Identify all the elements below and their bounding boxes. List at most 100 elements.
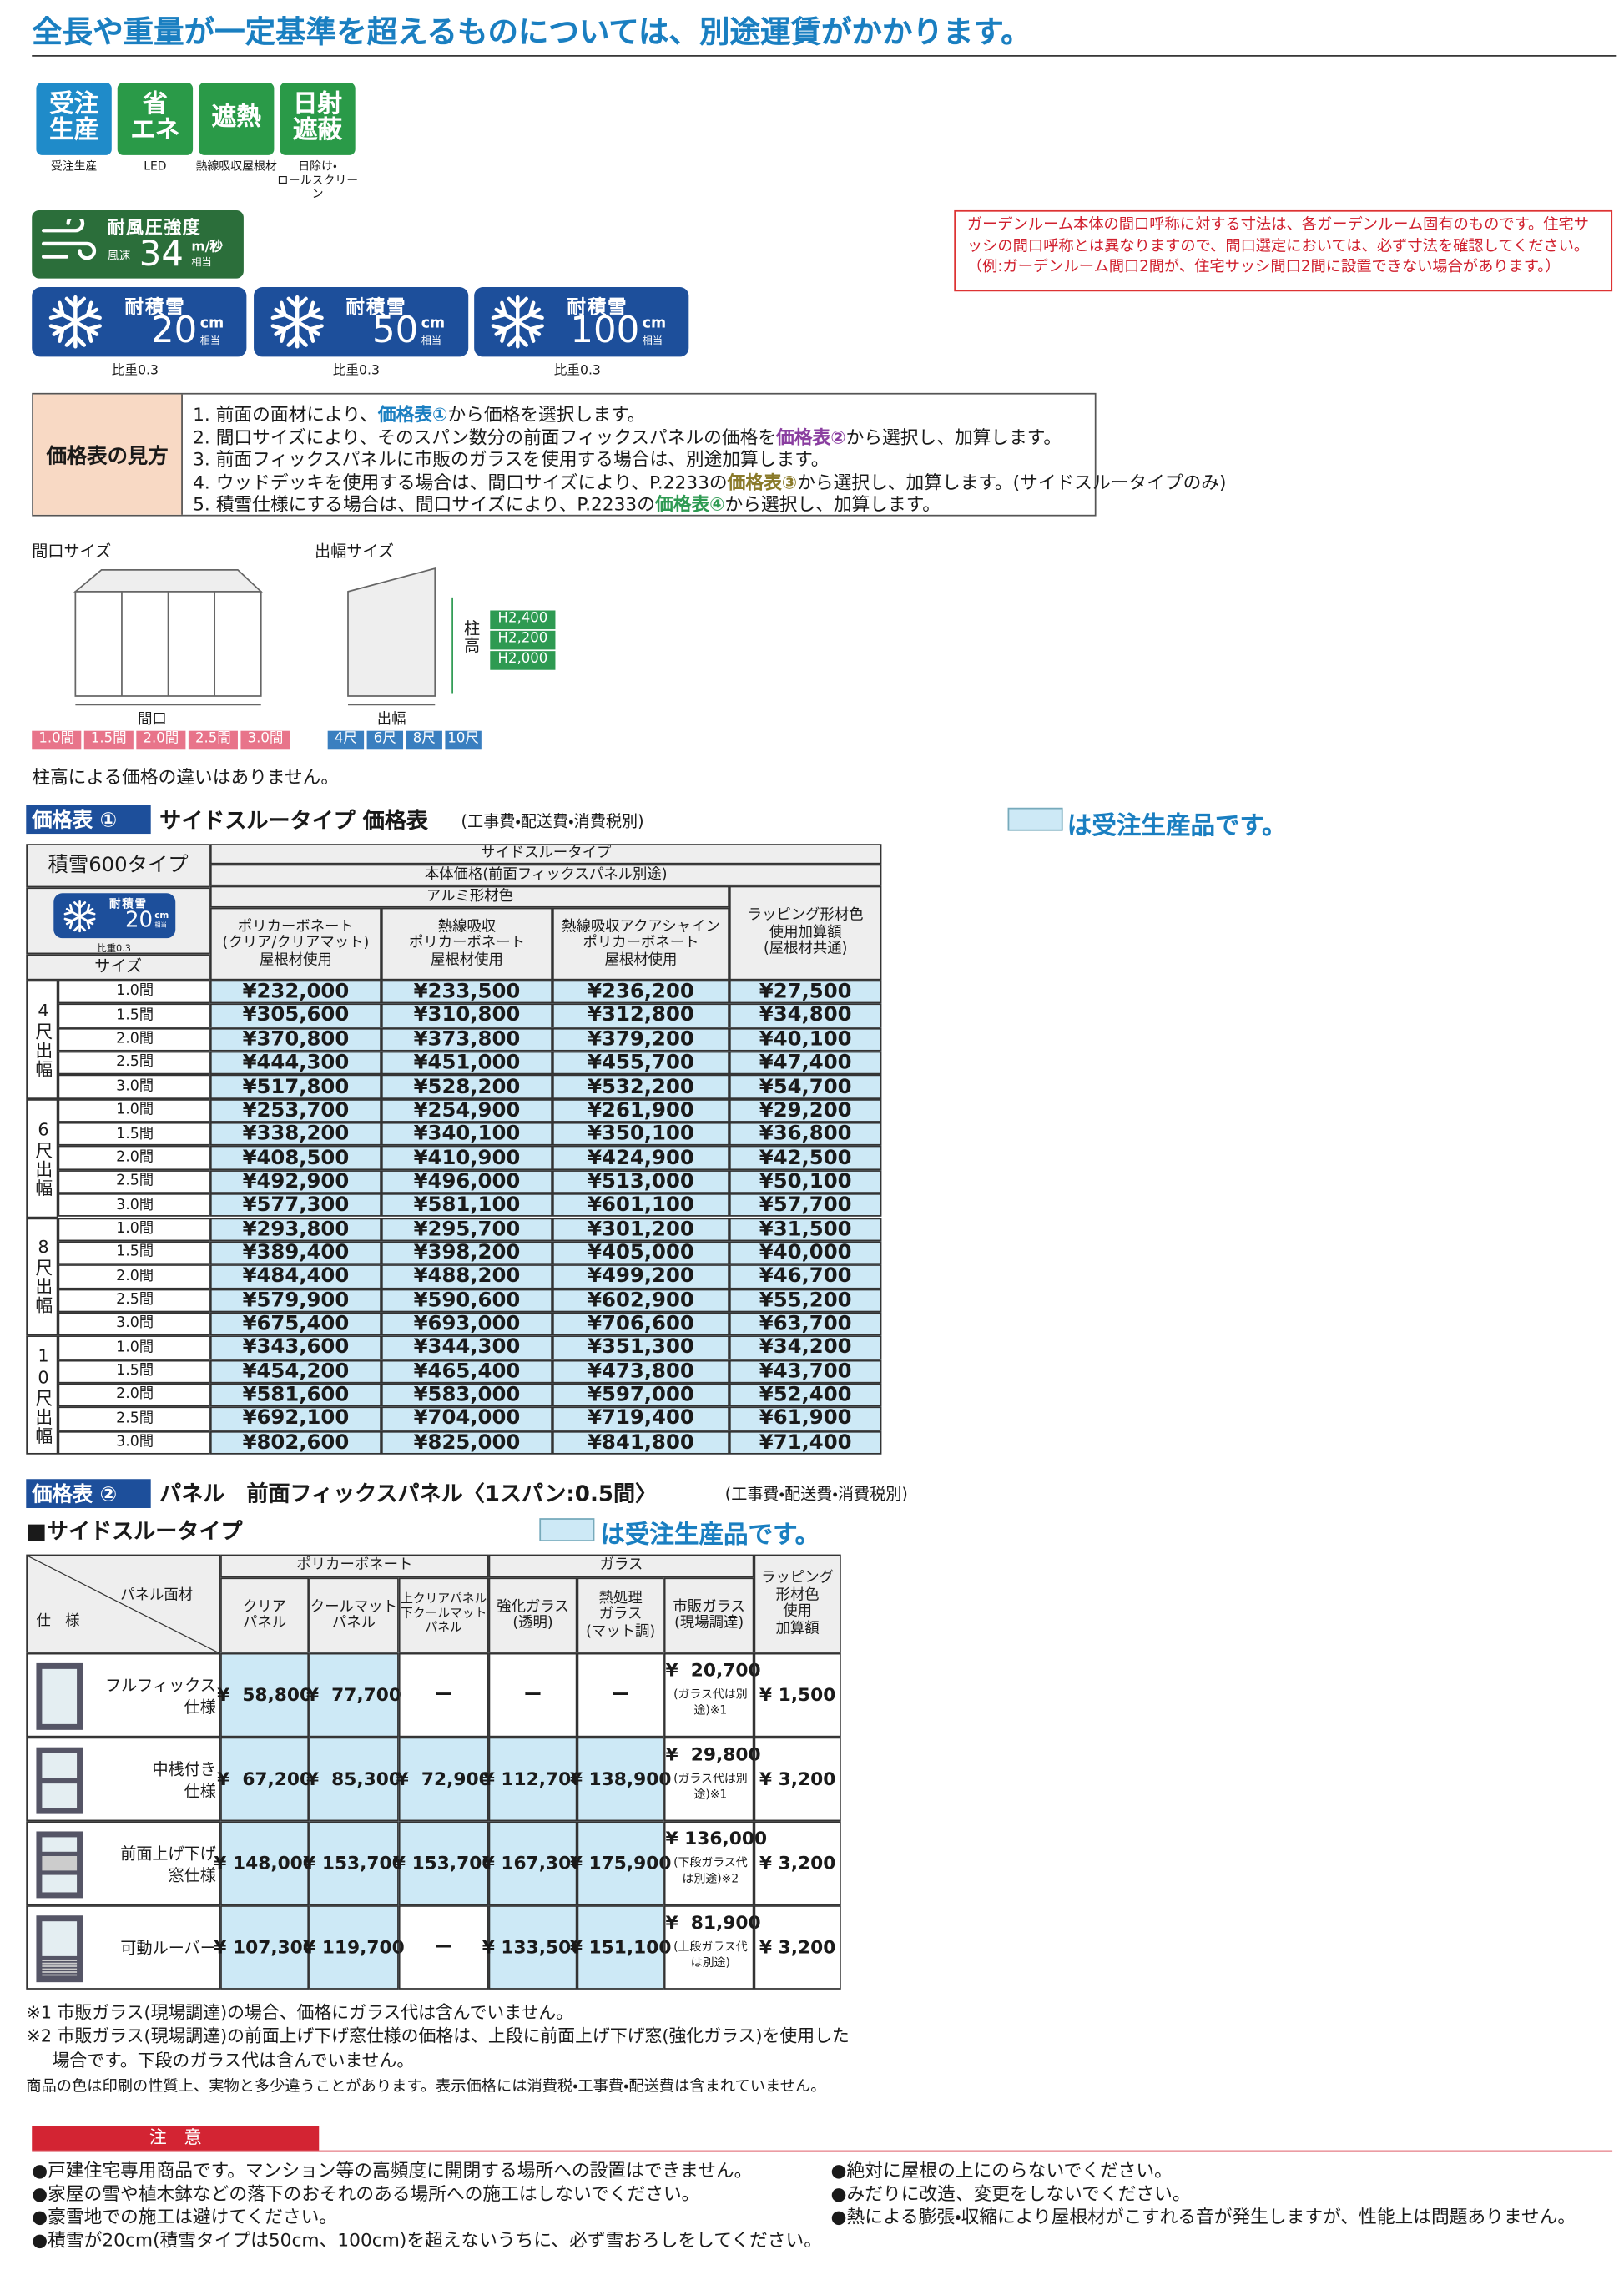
guide-line: 3. 前面フィックスパネルに市販のガラスを使用する場合は、別途加算します。 <box>193 444 1092 471</box>
price-cell: ¥583,000 <box>381 1383 552 1407</box>
price-text: ¥ 136,000 <box>665 1827 768 1849</box>
width-chip: 2.0間 <box>136 730 186 750</box>
caution-item: ●みだりに改造、変更をしないでください。 <box>830 2182 1191 2204</box>
diagram-note: 柱高による価格の違いはありません。 <box>32 765 340 788</box>
depth-chip: 10尺 <box>445 730 482 750</box>
price-cell: ー <box>577 1652 664 1738</box>
price-cell: ¥ 175,900 <box>570 1821 671 1906</box>
snow-badge: 耐積雪 20 cm 相当 <box>32 287 247 357</box>
corner-cell: パネル面材仕 様 <box>26 1554 223 1656</box>
price-cell: ¥719,400 <box>552 1406 729 1431</box>
guide-line: 1. 前面の面材により、価格表①から価格を選択します。 <box>193 399 1092 426</box>
guide-line: 2. 間口サイズにより、そのスパン数分の前面フィックスパネルの価格を価格表②から… <box>193 421 1092 448</box>
caution-item: ●積雪が20cm(積雪タイプは50cm、100cm)を超えないうちに、必ず雪おろ… <box>32 2228 822 2251</box>
price-cell: ¥ 153,700 <box>303 1821 405 1906</box>
snowflake-icon-svg <box>63 900 96 932</box>
badge-caption: 熱線吸収屋根材 <box>195 159 277 173</box>
guide-segment: 価格表④ <box>654 493 725 516</box>
price-cell: ¥528,200 <box>381 1075 552 1099</box>
width-chip: 2.5間 <box>188 730 238 750</box>
column-header: ラッピング 形材色 使用 加算額 <box>754 1554 841 1653</box>
price-cell: ¥40,100 <box>729 1027 882 1052</box>
price-cell: ¥ 58,800 <box>217 1652 312 1738</box>
height-chip: H2,000 <box>490 651 556 670</box>
table-subtitle: ■サイドスルータイプ <box>26 1518 243 1545</box>
price-cell: ¥455,700 <box>552 1051 729 1076</box>
spec-name: フルフィックス 仕様 <box>105 1675 216 1718</box>
price-cell: ¥46,700 <box>729 1264 882 1289</box>
price-cell: ¥704,000 <box>381 1406 552 1431</box>
header-cell: 積雪600タイプ <box>26 844 210 888</box>
caution-rule <box>32 2150 1613 2152</box>
price-cell: ¥305,600 <box>209 1003 381 1028</box>
price-cell: ¥36,800 <box>729 1122 882 1147</box>
footnote: ※1 市販ガラス(現場調達)の場合、価格にガラス代は含んでいません。 <box>26 2002 574 2023</box>
price-cell: ー <box>398 1652 489 1738</box>
badge: 日射 遮蔽 <box>280 83 356 155</box>
badge-caption: 比重0.3 <box>97 942 131 955</box>
price-cell: ¥454,200 <box>209 1359 381 1384</box>
snow-caption: 比重0.3 <box>111 364 159 379</box>
price-cell: ¥675,400 <box>209 1312 381 1336</box>
price-cell: ¥802,600 <box>209 1430 381 1455</box>
price-cell: ¥825,000 <box>381 1430 552 1455</box>
badge-caption: 日除け・ ロールスクリーン <box>276 159 359 201</box>
diagram-label: 柱 高 <box>464 618 481 656</box>
snow-unit: cm <box>199 315 224 332</box>
price-cell: ¥492,900 <box>209 1169 381 1194</box>
page-title: 全長や重量が一定基準を超えるものについては、別途運賃がかかります。 <box>32 14 1031 50</box>
table-tag: 価格表 ② <box>26 1479 151 1508</box>
price-cell: ¥841,800 <box>552 1430 729 1455</box>
guide-line: 5. 積雪仕様にする場合は、間口サイズにより、P.2233の価格表④から選択し、… <box>193 489 1092 516</box>
guide-segment: 1. 前面の面材により、 <box>193 403 378 426</box>
guide-segment: 3. 前面フィックスパネルに市販のガラスを使用する場合は、別途加算します。 <box>193 448 830 471</box>
price-cell: ¥379,200 <box>552 1027 729 1052</box>
size-cell: 2.5間 <box>58 1051 210 1076</box>
spec-name: 前面上げ下げ 窓仕様 <box>120 1844 216 1885</box>
guide-label: 価格表の見方 <box>33 394 183 515</box>
snow-value: 50 <box>371 309 419 351</box>
corner-top: パネル面材 <box>120 1587 194 1604</box>
snow-badge: 耐積雪 100 cm 相当 <box>474 287 689 357</box>
price-cell: ¥47,400 <box>729 1051 882 1076</box>
price-cell: ¥488,200 <box>381 1264 552 1289</box>
snow-unit: cm <box>154 910 169 921</box>
size-cell: 1.5間 <box>58 1003 210 1028</box>
legend-swatch <box>1007 807 1063 831</box>
price-cell: ¥31,500 <box>729 1217 882 1242</box>
table-tag: 価格表 ① <box>26 805 151 835</box>
wind-prefix: 風速 <box>107 249 131 263</box>
price-cell: ¥344,300 <box>381 1335 552 1360</box>
price-cell: ¥373,800 <box>381 1027 552 1052</box>
price-cell: ¥597,000 <box>552 1383 729 1407</box>
price-cell: ¥ 167,300 <box>482 1821 583 1906</box>
spec-name: 中桟付き 仕様 <box>152 1759 216 1801</box>
column-header: 熱線吸収アクアシャイン ポリカーボネート 屋根材使用 <box>552 907 729 981</box>
price-cell: ¥581,100 <box>381 1193 552 1218</box>
price-cell: ¥340,100 <box>381 1122 552 1147</box>
width-chip: 3.0間 <box>240 730 290 750</box>
snow-badge: 耐積雪 50 cm 相当 <box>253 287 468 357</box>
caution-item: ●豪雪地での施工は避けてください。 <box>32 2205 338 2227</box>
spec-cell: 中桟付き 仕様 <box>26 1737 221 1822</box>
price-cell: ¥577,300 <box>209 1193 381 1218</box>
price-cell: ー <box>398 1905 489 1990</box>
price-cell: ¥ 3,200 <box>754 1905 841 1990</box>
corner-diagonal-svg <box>27 1555 223 1656</box>
width-chip: 1.0間 <box>32 730 82 750</box>
panel-icon-svg <box>36 1747 83 1814</box>
price-cell: ¥351,300 <box>552 1335 729 1360</box>
price-cell: ¥496,000 <box>381 1169 552 1194</box>
snow-unit: cm <box>421 315 446 332</box>
price-cell: ¥254,900 <box>381 1098 552 1122</box>
guide-segment: から選択し、加算します。 <box>845 426 1062 448</box>
column-header: ラッピング形材色 使用加算額 (屋根材共通) <box>729 885 882 981</box>
size-cell: 2.0間 <box>58 1264 210 1289</box>
guide-segment: から選択し、加算します。(サイドスルータイプのみ) <box>797 471 1227 493</box>
price-cell: ¥451,000 <box>381 1051 552 1076</box>
snow-caption: 比重0.3 <box>332 364 380 379</box>
price-cell: ¥71,400 <box>729 1430 882 1455</box>
column-header: 熱線吸収 ポリカーボネート 屋根材使用 <box>381 907 552 981</box>
